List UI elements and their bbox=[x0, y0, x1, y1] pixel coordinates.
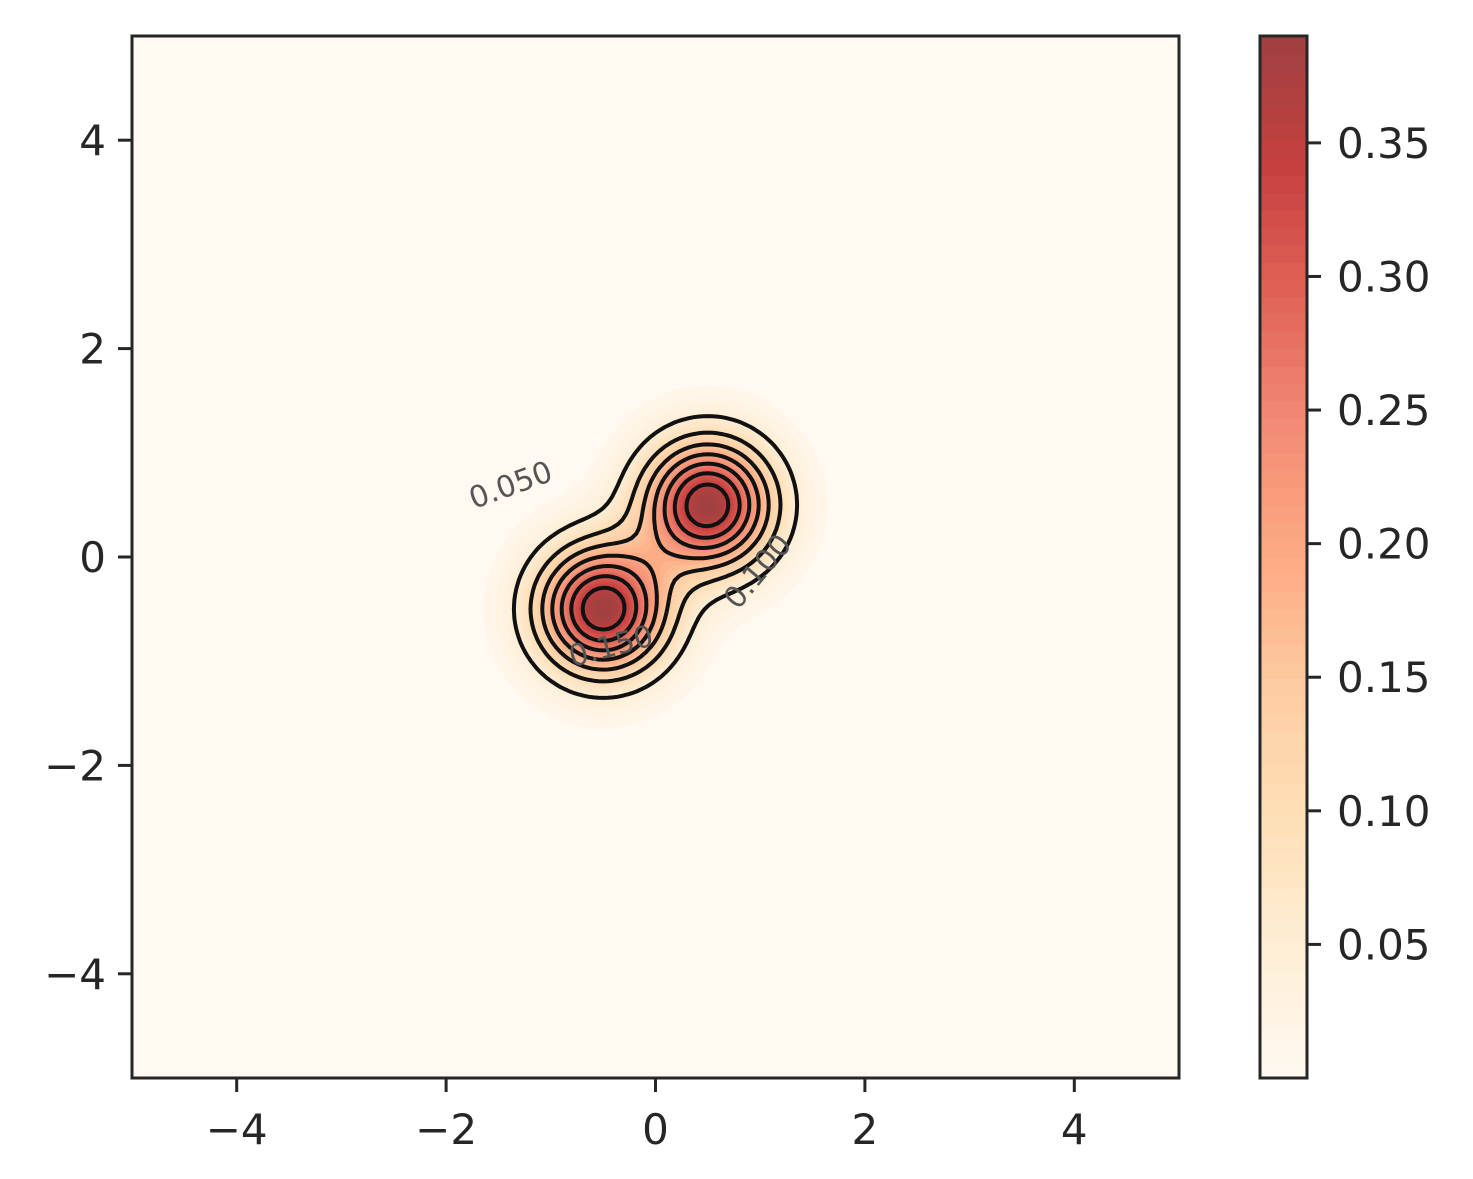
y-tick-label: 0 bbox=[79, 533, 106, 582]
colorbar-slice bbox=[1260, 817, 1307, 836]
colorbar-slice bbox=[1260, 921, 1307, 940]
colorbar-slice bbox=[1260, 174, 1307, 193]
colorbar-slice bbox=[1260, 452, 1307, 471]
colorbar-slice bbox=[1260, 852, 1307, 871]
contour-line bbox=[540, 442, 771, 672]
contour-line bbox=[511, 414, 800, 700]
colorbar-slice bbox=[1260, 973, 1307, 992]
colorbar-tick-label: 0.15 bbox=[1337, 653, 1431, 702]
contour-line bbox=[580, 482, 731, 632]
contour-fill-band bbox=[593, 494, 718, 620]
colorbar-slice bbox=[1260, 70, 1307, 89]
x-tick-label: 4 bbox=[1061, 1105, 1088, 1154]
colorbar-slice bbox=[1260, 400, 1307, 419]
colorbar-slice bbox=[1260, 105, 1307, 124]
contour-line bbox=[528, 430, 783, 684]
colorbar-slice bbox=[1260, 782, 1307, 801]
colorbar-slice bbox=[1260, 53, 1307, 72]
colorbar-slice bbox=[1260, 157, 1307, 176]
colorbar-slice bbox=[1260, 504, 1307, 523]
colorbar-tick-label: 0.05 bbox=[1337, 920, 1431, 969]
colorbar: 0.05 0.10 0.15 0.20 0.25 0.30 0.35 bbox=[1258, 34, 1431, 1080]
y-tick-label: 4 bbox=[79, 116, 106, 165]
colorbar-slice bbox=[1260, 574, 1307, 593]
colorbar-slice bbox=[1260, 313, 1307, 332]
colorbar-slice bbox=[1260, 418, 1307, 437]
colorbar-slice bbox=[1260, 140, 1307, 159]
colorbar-frame bbox=[1258, 34, 1309, 1080]
colorbar-slice bbox=[1260, 626, 1307, 645]
colorbar-slice bbox=[1260, 365, 1307, 384]
colorbar-slice bbox=[1260, 88, 1307, 107]
colorbar-slice bbox=[1260, 834, 1307, 853]
y-tick-label: −4 bbox=[44, 950, 106, 999]
colorbar-slice bbox=[1260, 695, 1307, 714]
colorbar-slice bbox=[1260, 661, 1307, 680]
colorbar-slice bbox=[1260, 557, 1307, 575]
colorbar-slice bbox=[1260, 609, 1307, 628]
colorbar-slice bbox=[1260, 886, 1307, 905]
colorbar-slice bbox=[1260, 748, 1307, 766]
colorbar-slice bbox=[1260, 591, 1307, 610]
colorbar-slice bbox=[1260, 470, 1307, 489]
colorbar-slice bbox=[1260, 1025, 1307, 1044]
colorbar-slice bbox=[1260, 991, 1307, 1010]
x-tick-label: −4 bbox=[206, 1105, 268, 1154]
colorbar-slice bbox=[1260, 730, 1307, 749]
y-tick-label: −2 bbox=[44, 741, 106, 790]
colorbar-tick-label: 0.20 bbox=[1337, 520, 1431, 569]
filled-contours bbox=[483, 386, 828, 728]
x-tick-label: −2 bbox=[415, 1105, 477, 1154]
colorbar-slice bbox=[1260, 383, 1307, 402]
colorbar-slice bbox=[1260, 209, 1307, 228]
colorbar-slice bbox=[1260, 939, 1307, 958]
colorbar-slice bbox=[1260, 122, 1307, 141]
colorbar-slice bbox=[1260, 643, 1307, 662]
x-tick-label: 0 bbox=[642, 1105, 669, 1154]
colorbar-slice bbox=[1260, 435, 1307, 454]
colorbar-slice bbox=[1260, 539, 1307, 558]
colorbar-slice bbox=[1260, 904, 1307, 923]
contour-line bbox=[559, 461, 752, 653]
colorbar-slice bbox=[1260, 1043, 1307, 1062]
colorbar-slice bbox=[1260, 765, 1307, 784]
colorbar-slice bbox=[1260, 956, 1307, 975]
colorbar-slice bbox=[1260, 227, 1307, 245]
colorbar-slice bbox=[1260, 522, 1307, 541]
colorbar-slice bbox=[1260, 279, 1307, 298]
colorbar-slice bbox=[1260, 296, 1307, 315]
colorbar-slice bbox=[1260, 678, 1307, 697]
y-tick-label: 2 bbox=[79, 325, 106, 374]
colorbar-slice bbox=[1260, 331, 1307, 350]
contour-lines bbox=[511, 414, 800, 700]
contour-line bbox=[550, 452, 761, 662]
colorbar-slice bbox=[1260, 869, 1307, 888]
colorbar-slice bbox=[1260, 1060, 1307, 1079]
colorbar-tick-label: 0.10 bbox=[1337, 787, 1431, 836]
contour-line bbox=[569, 471, 742, 643]
colorbar-slice bbox=[1260, 36, 1307, 54]
x-tick-label: 2 bbox=[852, 1105, 879, 1154]
colorbar-slice bbox=[1260, 1008, 1307, 1027]
colorbar-slice bbox=[1260, 487, 1307, 506]
colorbar-slice bbox=[1260, 348, 1307, 367]
colorbar-tick-label: 0.25 bbox=[1337, 386, 1431, 435]
colorbar-slice bbox=[1260, 192, 1307, 211]
colorbar-tick-label: 0.35 bbox=[1337, 119, 1431, 168]
colorbar-slice bbox=[1260, 244, 1307, 263]
colorbar-slice bbox=[1260, 800, 1307, 819]
colorbar-slice bbox=[1260, 261, 1307, 280]
colorbar-tick-label: 0.30 bbox=[1337, 252, 1431, 301]
colorbar-slice bbox=[1260, 713, 1307, 732]
